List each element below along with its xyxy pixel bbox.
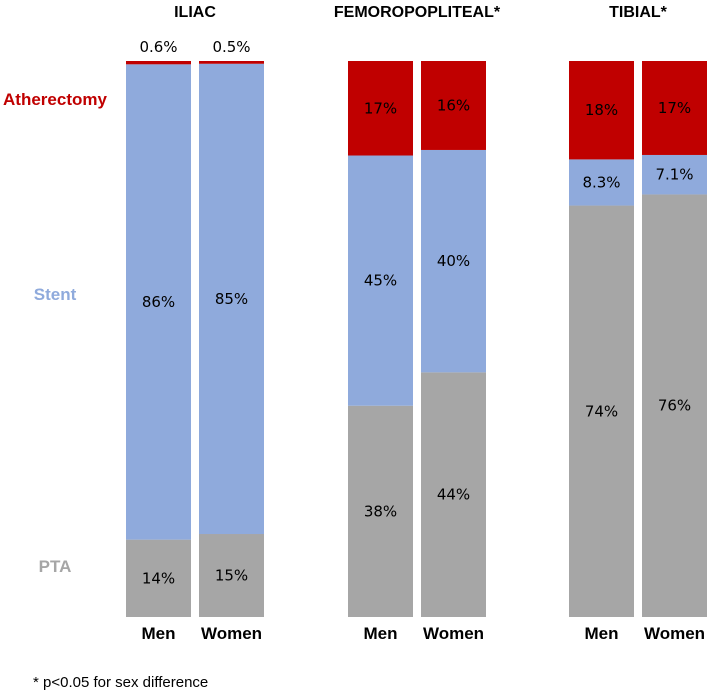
data-label-tibial-men-stent: 8.3% — [582, 173, 620, 191]
bar-iliac-women-pta — [199, 534, 264, 617]
data-label-iliac-men-pta: 14% — [142, 569, 175, 587]
data-label-iliac-women-stent: 85% — [215, 290, 248, 308]
bar-tibial-men-pta — [569, 205, 634, 617]
data-label-femoropopliteal-men-stent: 45% — [364, 272, 397, 290]
data-label-tibial-women-stent: 7.1% — [655, 166, 693, 184]
bar-femoropopliteal-women-stent — [421, 149, 486, 373]
bar-tibial-women-atherectomy — [642, 61, 707, 155]
data-label-tibial-men-atherectomy: 18% — [585, 101, 618, 119]
bar-iliac-men-atherectomy — [126, 61, 191, 65]
category-label-iliac-women: Women — [201, 624, 262, 643]
footnote: * p<0.05 for sex difference — [33, 674, 209, 691]
bar-tibial-men-atherectomy — [569, 61, 634, 160]
category-label-tibial-women: Women — [644, 624, 705, 643]
data-label-tibial-women-atherectomy: 17% — [658, 99, 691, 117]
category-label-iliac-men: Men — [142, 624, 176, 643]
category-label-femoropopliteal-men: Men — [364, 624, 398, 643]
legend-label-atherectomy: Atherectomy — [3, 90, 107, 109]
category-label-tibial-men: Men — [585, 624, 619, 643]
bar-femoropopliteal-women-atherectomy — [421, 61, 486, 150]
legend-label-pta: PTA — [39, 557, 72, 576]
data-label-tibial-women-pta: 76% — [658, 397, 691, 415]
data-label-femoropopliteal-women-pta: 44% — [437, 486, 470, 504]
bar-tibial-women-stent — [642, 154, 707, 195]
bar-iliac-men-stent — [126, 64, 191, 540]
bar-femoropopliteal-men-pta — [348, 405, 413, 617]
data-label-iliac-women-pta: 15% — [215, 567, 248, 585]
data-label-femoropopliteal-women-atherectomy: 16% — [437, 96, 470, 114]
panel-title-femoropopliteal: FEMOROPOPLITEAL* — [334, 4, 501, 21]
data-label-femoropopliteal-men-atherectomy: 17% — [364, 99, 397, 117]
legend-label-stent: Stent — [34, 285, 77, 304]
bar-femoropopliteal-women-pta — [421, 372, 486, 617]
data-label-femoropopliteal-women-stent: 40% — [437, 252, 470, 270]
bar-iliac-women-stent — [199, 63, 264, 535]
bar-iliac-men-pta — [126, 539, 191, 617]
bar-tibial-men-stent — [569, 159, 634, 206]
data-label-iliac-men-stent: 86% — [142, 293, 175, 311]
category-label-femoropopliteal-women: Women — [423, 624, 484, 643]
bar-iliac-women-atherectomy — [199, 61, 264, 64]
bar-femoropopliteal-men-stent — [348, 155, 413, 406]
data-label-femoropopliteal-men-pta: 38% — [364, 502, 397, 520]
data-label-iliac-men-atherectomy: 0.6% — [139, 38, 177, 56]
bar-femoropopliteal-men-atherectomy — [348, 61, 413, 156]
data-label-iliac-women-atherectomy: 0.5% — [212, 38, 250, 56]
data-label-tibial-men-pta: 74% — [585, 402, 618, 420]
bar-tibial-women-pta — [642, 194, 707, 617]
panel-title-iliac: ILIAC — [174, 4, 216, 21]
panel-title-tibial: TIBIAL* — [609, 4, 668, 21]
